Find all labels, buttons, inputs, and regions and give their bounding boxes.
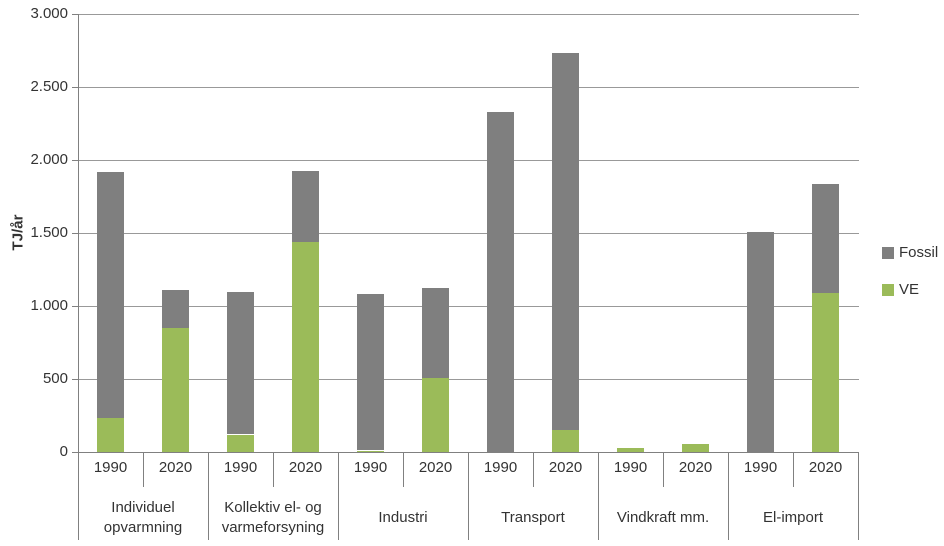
bar-segment-ve-7 <box>552 430 579 452</box>
group-separator <box>338 452 339 540</box>
x-group-label-line: Individuel <box>111 499 175 516</box>
y-axis-tick <box>72 306 78 307</box>
x-year-label: 2020 <box>418 459 453 476</box>
y-axis-line <box>78 14 79 452</box>
year-separator <box>273 452 274 487</box>
x-year-label: 2020 <box>678 459 713 476</box>
gridline <box>78 87 859 88</box>
bar-segment-fossil-7 <box>552 52 579 431</box>
x-year-label: 2020 <box>808 459 843 476</box>
gridline <box>78 14 859 15</box>
x-year-label: 1990 <box>353 459 388 476</box>
x-group-label: Industri <box>338 490 468 546</box>
bar-segment-ve-11 <box>812 292 839 452</box>
x-group-label: Kollektiv el- og varmeforsyning <box>208 490 338 546</box>
legend-entry-ve: VE <box>882 281 938 298</box>
group-separator <box>598 452 599 540</box>
year-separator <box>143 452 144 487</box>
bar-segment-ve-1 <box>162 327 189 452</box>
bar-segment-fossil-11 <box>812 184 839 293</box>
group-separator <box>78 452 79 540</box>
y-axis-tick-label: 1.000 <box>30 297 68 314</box>
y-axis-tick <box>72 233 78 234</box>
x-year-label: 2020 <box>158 459 193 476</box>
bar-segment-fossil-10 <box>747 231 774 452</box>
bar-segment-ve-9 <box>682 444 709 452</box>
year-separator <box>663 452 664 487</box>
legend-swatch-fossil <box>882 246 894 259</box>
x-group-label-line: Kollektiv el- og <box>224 499 322 516</box>
bar-segment-fossil-2 <box>227 292 254 435</box>
bar-segment-ve-3 <box>292 241 319 452</box>
y-axis-tick-label: 1.500 <box>30 224 68 241</box>
x-group-label-line: Vindkraft mm. <box>616 509 710 526</box>
legend-label-fossil: Fossil <box>899 244 939 261</box>
legend: Fossil VE <box>882 244 938 318</box>
bar-segment-ve-8 <box>617 448 644 452</box>
bar-segment-fossil-1 <box>162 289 189 328</box>
bar-segment-ve-4 <box>357 450 384 452</box>
group-separator <box>208 452 209 540</box>
x-group-label: Individuel opvarmning <box>78 490 208 546</box>
gridline <box>78 160 859 161</box>
x-year-label: 1990 <box>743 459 778 476</box>
year-separator <box>793 452 794 487</box>
y-axis-tick-label: 0 <box>59 443 68 460</box>
legend-label-ve: VE <box>899 281 920 298</box>
x-group-label-line: varmeforsyning <box>221 519 325 536</box>
x-year-label: 1990 <box>613 459 648 476</box>
x-group-label-line: Transport <box>501 509 565 526</box>
y-axis-tick-label: 2.000 <box>30 151 68 168</box>
x-group-label-line: opvarmning <box>103 519 183 536</box>
bar-segment-fossil-3 <box>292 171 319 242</box>
y-axis-tick-label: 3.000 <box>30 5 68 22</box>
legend-swatch-ve <box>882 283 894 296</box>
year-separator <box>533 452 534 487</box>
bar-segment-fossil-5 <box>422 287 449 378</box>
x-year-label: 1990 <box>93 459 128 476</box>
x-axis-line <box>72 452 859 453</box>
x-group-label-line: El-import <box>762 509 823 526</box>
y-axis-tick-label: 2.500 <box>30 78 68 95</box>
x-group-label-line: Industri <box>378 509 428 526</box>
y-axis-tick <box>72 160 78 161</box>
x-year-label: 1990 <box>483 459 518 476</box>
bar-segment-ve-0 <box>97 418 124 452</box>
y-axis-tick <box>72 379 78 380</box>
y-axis-tick-label: 500 <box>42 370 68 387</box>
bar-segment-fossil-0 <box>97 171 124 419</box>
x-year-label: 1990 <box>223 459 258 476</box>
x-year-label: 2020 <box>288 459 323 476</box>
legend-entry-fossil: Fossil <box>882 244 938 261</box>
gridline <box>78 306 859 307</box>
y-axis-tick <box>72 87 78 88</box>
group-separator <box>728 452 729 540</box>
group-separator <box>468 452 469 540</box>
year-separator <box>403 452 404 487</box>
x-group-label: Vindkraft mm. <box>598 490 728 546</box>
gridline <box>78 233 859 234</box>
gridline <box>78 379 859 380</box>
x-group-label: El-import <box>728 490 858 546</box>
bar-segment-fossil-6 <box>487 111 514 452</box>
bar-segment-fossil-4 <box>357 294 384 451</box>
group-separator <box>858 452 859 540</box>
bar-segment-ve-2 <box>227 434 254 452</box>
x-group-label: Transport <box>468 490 598 546</box>
bar-segment-ve-5 <box>422 377 449 452</box>
x-year-label: 2020 <box>548 459 583 476</box>
y-axis-tick <box>72 14 78 15</box>
